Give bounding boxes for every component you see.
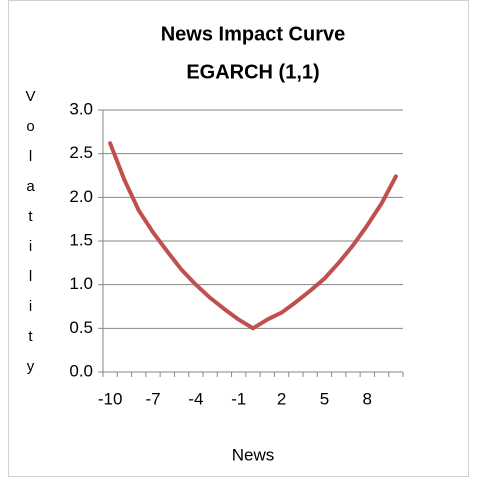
x-tick-label: -7 [145, 389, 160, 408]
x-axis-label: News [232, 445, 275, 464]
y-axis-label: Volatility [22, 88, 39, 388]
y-tick-label: 1.5 [69, 230, 93, 249]
y-tick-label: 0.0 [69, 361, 93, 380]
x-tick-label: 8 [363, 389, 372, 408]
chart-title: News Impact Curve [161, 23, 346, 45]
data-line [108, 141, 398, 331]
y-tick-label: 0.5 [69, 318, 93, 337]
y-tick-label: 2.0 [69, 187, 93, 206]
y-tick-label: 1.0 [69, 274, 93, 293]
y-tick-label: 2.5 [69, 143, 93, 162]
chart-subtitle: EGARCH (1,1) [186, 61, 319, 83]
x-tick-label: 5 [320, 389, 329, 408]
x-tick-label: -4 [188, 389, 203, 408]
x-tick-label: -1 [231, 389, 246, 408]
x-tick-label: -10 [98, 389, 123, 408]
y-tick-label: 3.0 [69, 99, 93, 118]
x-tick-label: 2 [277, 389, 286, 408]
